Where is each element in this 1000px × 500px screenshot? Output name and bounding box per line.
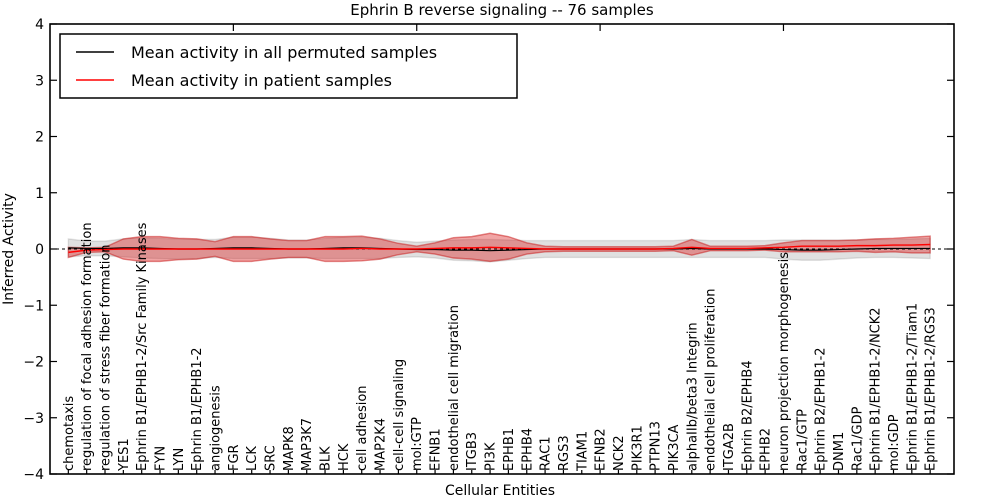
x-tick-label: cell-cell signaling <box>392 359 407 471</box>
x-tick-label: HCK <box>337 443 352 471</box>
x-tick-label: EPHB1 <box>502 428 517 471</box>
x-tick-label: SRC <box>264 445 279 471</box>
std-bands-layer <box>67 232 931 263</box>
x-tick-label: LCK <box>245 446 260 471</box>
x-tick-label: RAC1 <box>539 436 554 471</box>
axes-ticks-layer: 4 3 2 1 0 −1 −2 −3 −4 chemotaxis regulation of foc… <box>23 17 954 483</box>
x-tick-label: EFNB2 <box>594 428 609 471</box>
x-tick-label: PIK3CA <box>667 424 682 471</box>
x-tick-label: chemotaxis <box>62 396 77 471</box>
x-tick-label: MAP3K7 <box>300 418 315 471</box>
legend-box <box>59 33 518 99</box>
x-tick-label: mol:GDP <box>887 414 902 471</box>
x-tick-label: Ephrin B1/EPHB1-2/NCK2 <box>869 307 884 471</box>
y-tick-label: 2 <box>35 130 44 146</box>
x-tick-label: NCK2 <box>612 435 627 471</box>
y-tick-label: 0 <box>35 242 44 258</box>
x-tick-label: DNM1 <box>832 432 847 471</box>
x-tick-label: Ephrin B2/EPHB1-2 <box>814 347 829 471</box>
legend-patient-label: Mean activity in patient samples <box>131 71 392 90</box>
x-tick-label: EPHB4 <box>520 428 535 471</box>
x-tick-label: endothelial cell proliferation <box>704 289 719 472</box>
x-tick-label: Rac1/GTP <box>795 409 810 471</box>
permuted-std-band <box>67 236 931 263</box>
x-tick-label: PIK3R1 <box>630 425 645 471</box>
x-tick-label: Ephrin B1/EPHB1-2/RGS3 <box>924 307 939 471</box>
x-tick-label: PTPN13 <box>649 421 664 471</box>
y-tick-label: −1 <box>23 298 44 314</box>
plot-frame <box>49 23 955 475</box>
y-tick-label: −4 <box>23 467 44 483</box>
x-tick-label: ITGA2B <box>722 423 737 471</box>
x-tick-label: PI3K <box>484 442 499 471</box>
x-tick-label: endothelial cell migration <box>447 305 462 471</box>
x-tick-label: RGS3 <box>557 435 572 471</box>
y-tick-label: −2 <box>23 355 44 371</box>
x-tick-label: neuron projection morphogenesis <box>777 252 792 471</box>
y-tick-label: 3 <box>35 73 44 89</box>
x-tick-label: mol:GTP <box>410 417 425 471</box>
x-tick-label: angiogenesis <box>209 385 224 471</box>
x-tick-label: EPHB2 <box>759 428 774 471</box>
legend: Mean activity in all permuted samples Me… <box>59 33 518 99</box>
x-tick-label: YES1 <box>117 438 132 472</box>
x-tick-label: FGR <box>227 444 242 471</box>
x-tick-label: LYN <box>172 448 187 471</box>
x-tick-label: BLK <box>319 446 334 471</box>
x-tick-label: Ephrin B1/EPHB1-2/Tiam1 <box>905 303 920 471</box>
x-tick-label: regulation of stress fiber formation <box>99 244 114 471</box>
x-tick-label: ITGB3 <box>465 432 480 471</box>
x-tick-label: EFNB1 <box>429 428 444 471</box>
x-tick-label: alphaIIb/beta3 Integrin <box>685 322 700 471</box>
y-tick-label: 4 <box>35 17 44 33</box>
x-tick-label: Ephrin B1/EPHB1-2 <box>190 347 205 471</box>
x-axis-label: Cellular Entities <box>445 483 555 499</box>
x-tick-label: regulation of focal adhesion formation <box>80 222 95 471</box>
x-tick-label: MAP2K4 <box>374 418 389 471</box>
x-tick-label: Rac1/GDP <box>850 406 865 471</box>
mean-lines-layer <box>50 243 954 254</box>
x-tick-label: Ephrin B1/EPHB1-2/Src Family Kinases <box>135 222 150 471</box>
patient-mean-line <box>68 243 931 254</box>
x-tick-label: MAPK8 <box>282 426 297 471</box>
legend-permuted-label: Mean activity in all permuted samples <box>131 43 437 62</box>
y-axis-label: Inferred Activity <box>1 193 17 305</box>
y-tick-label: −3 <box>23 411 44 427</box>
x-tick-label: cell adhesion <box>355 385 370 471</box>
x-tick-label: TIAM1 <box>575 431 590 472</box>
chart-title: Ephrin B reverse signaling -- 76 samples <box>350 1 654 19</box>
x-tick-label: Ephrin B2/EPHB4 <box>740 360 755 471</box>
x-tick-label: FYN <box>154 446 169 471</box>
y-tick-label: 1 <box>35 186 44 202</box>
